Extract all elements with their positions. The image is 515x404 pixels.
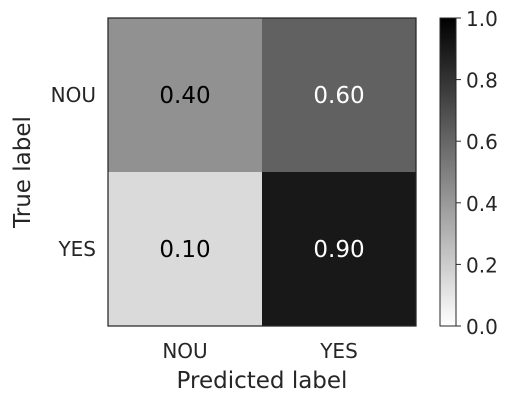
y-tick-labels: NOU YES bbox=[51, 83, 96, 261]
y-tick-label: NOU bbox=[51, 83, 96, 107]
cell-value-labels: 0.40 0.60 0.10 0.90 bbox=[159, 83, 364, 263]
cell-value-label: 0.60 bbox=[313, 83, 364, 109]
colorbar-tick-label: 0.8 bbox=[466, 69, 498, 93]
cell-value-label: 0.90 bbox=[313, 237, 364, 263]
colorbar-ticks: 0.0 0.2 0.4 0.6 0.8 1.0 bbox=[456, 7, 498, 339]
y-axis-label: True label bbox=[10, 116, 36, 229]
x-tick-label: YES bbox=[319, 339, 358, 363]
colorbar bbox=[439, 17, 457, 327]
cell-value-label: 0.10 bbox=[159, 237, 210, 263]
plot-frame bbox=[107, 17, 417, 327]
colorbar-tick-label: 0.4 bbox=[466, 192, 498, 216]
x-tick-labels: NOU YES bbox=[162, 339, 357, 363]
x-axis-label: Predicted label bbox=[177, 368, 348, 394]
heatmap-cell bbox=[108, 18, 262, 172]
colorbar-tick-label: 0.6 bbox=[466, 130, 498, 154]
colorbar-tick-label: 1.0 bbox=[466, 7, 498, 31]
heatmap-cell bbox=[262, 172, 416, 326]
heatmap-cells bbox=[108, 18, 416, 326]
cell-value-label: 0.40 bbox=[159, 83, 210, 109]
heatmap-cell bbox=[262, 18, 416, 172]
x-tick-label: NOU bbox=[162, 339, 207, 363]
colorbar-tick-label: 0.2 bbox=[466, 253, 498, 277]
colorbar-tick-label: 0.0 bbox=[466, 315, 498, 339]
y-tick-label: YES bbox=[57, 237, 96, 261]
heatmap-cell bbox=[108, 172, 262, 326]
